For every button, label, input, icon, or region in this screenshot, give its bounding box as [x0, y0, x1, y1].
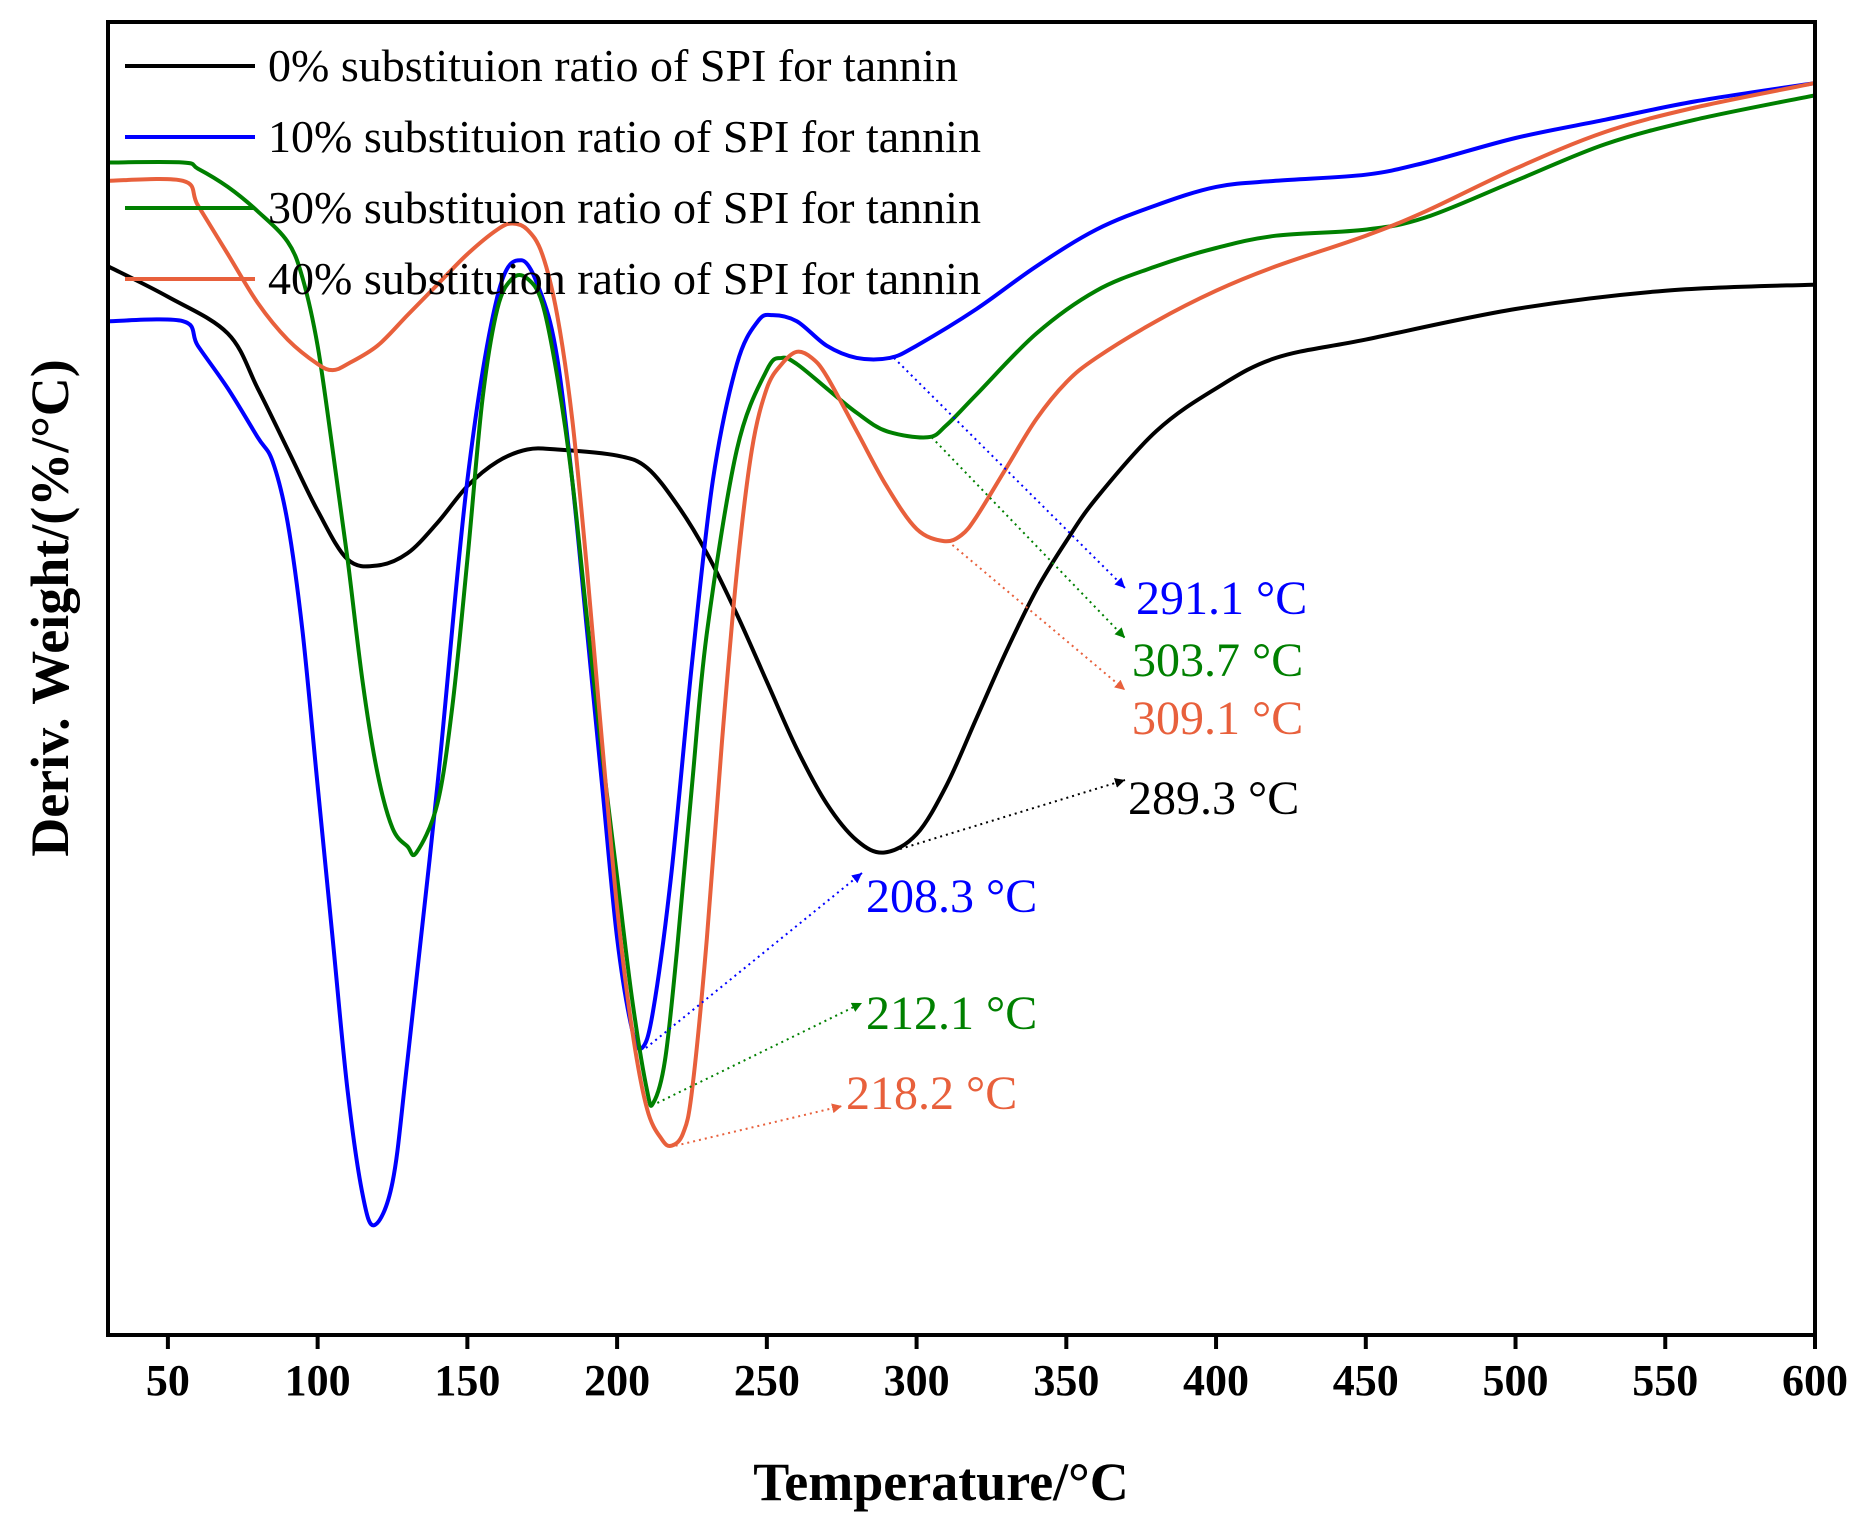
- legend: 0% substituion ratio of SPI for tannin 10…: [125, 40, 981, 304]
- x-tick-label-250: 250: [734, 1356, 800, 1405]
- series-line-1: [107, 81, 1816, 1228]
- annotation-arrow-2: [947, 540, 1126, 691]
- annotation-label-0: 291.1 °C: [1136, 572, 1307, 625]
- x-tick-label-450: 450: [1333, 1356, 1399, 1405]
- x-tick-label-50: 50: [146, 1356, 190, 1405]
- x-tick-label-350: 350: [1033, 1356, 1099, 1405]
- legend-label-1: 10% substituion ratio of SPI for tannin: [268, 111, 981, 162]
- annotation-arrow-6: [675, 1103, 843, 1147]
- x-tick-label-550: 550: [1632, 1356, 1698, 1405]
- x-tick-label-500: 500: [1483, 1356, 1549, 1405]
- annotation-arrow-5: [656, 1002, 863, 1104]
- legend-label-0: 0% substituion ratio of SPI for tannin: [268, 40, 958, 91]
- annotation-arrow-3: [888, 778, 1126, 854]
- annotation-arrow-4: [645, 872, 863, 1049]
- x-axis: 50 100 150 200 250 300 350 400 450 500 550 600: [146, 1335, 1848, 1405]
- plot-frame: [106, 20, 1817, 1337]
- annotation-label-5: 212.1 °C: [866, 987, 1037, 1040]
- series-line-2: [107, 93, 1816, 1108]
- x-tick-label-200: 200: [584, 1356, 650, 1405]
- legend-label-2: 30% substituion ratio of SPI for tannin: [268, 182, 981, 233]
- legend-label-3: 40% substituion ratio of SPI for tannin: [268, 253, 981, 304]
- y-axis-title: Deriv. Weight/(%/°C): [20, 359, 80, 857]
- series-layer: [107, 81, 1816, 1228]
- series-line-3: [107, 81, 1816, 1149]
- series-line-0: [107, 264, 1816, 855]
- annotation-label-1: 303.7 °C: [1132, 634, 1303, 687]
- annotation-label-2: 309.1 °C: [1132, 692, 1303, 745]
- x-tick-label-600: 600: [1782, 1356, 1848, 1405]
- annotation-arrow-0: [893, 357, 1126, 589]
- x-tick-label-150: 150: [434, 1356, 500, 1405]
- annotation-label-4: 208.3 °C: [866, 870, 1037, 923]
- x-tick-label-100: 100: [285, 1356, 351, 1405]
- annotation-arrow-1: [930, 436, 1126, 639]
- annotation-label-6: 218.2 °C: [846, 1067, 1017, 1120]
- x-tick-label-400: 400: [1183, 1356, 1249, 1405]
- x-axis-title: Temperature/°C: [753, 1452, 1129, 1512]
- x-tick-label-300: 300: [884, 1356, 950, 1405]
- annotation-label-3: 289.3 °C: [1128, 772, 1299, 825]
